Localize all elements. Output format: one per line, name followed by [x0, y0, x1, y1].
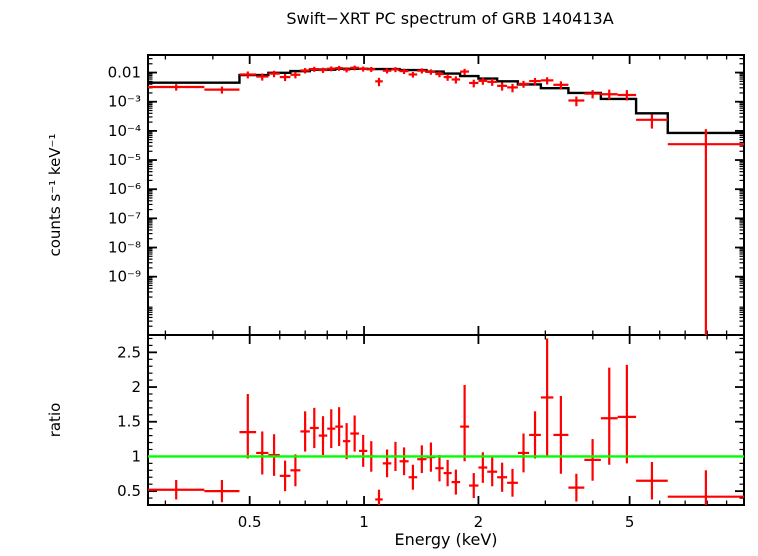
ratio-y-tick-label: 2	[131, 378, 141, 396]
ratio-y-tick-label: 2.5	[117, 343, 141, 361]
top-y-axis-label: counts s⁻¹ keV⁻¹	[46, 134, 64, 257]
x-axis-label: Energy (keV)	[394, 530, 497, 549]
ratio-y-tick-label: 0.5	[117, 482, 141, 500]
y-tick-label: 10⁻⁸	[108, 239, 141, 257]
x-tick-label: 0.5	[238, 513, 262, 531]
x-tick-label: 2	[474, 513, 484, 531]
y-tick-label: 10⁻⁷	[108, 209, 141, 227]
ratio-y-tick-label: 1.5	[117, 413, 141, 431]
ratio-panel-frame	[147, 334, 745, 506]
y-tick-label: 10⁻⁵	[108, 151, 141, 169]
x-tick-label: 1	[359, 513, 369, 531]
model-line	[148, 67, 744, 135]
y-tick-label: 10⁻⁹	[108, 268, 141, 286]
bottom-y-axis-label: ratio	[46, 403, 64, 438]
chart-title: Swift−XRT PC spectrum of GRB 140413A	[286, 9, 613, 28]
y-tick-label: 10⁻⁴	[108, 122, 141, 140]
y-tick-label: 10⁻³	[108, 93, 141, 111]
y-tick-label: 0.01	[108, 64, 141, 82]
y-tick-label: 10⁻⁶	[108, 180, 141, 198]
spectrum-panel-frame	[147, 54, 745, 336]
x-tick-label: 5	[625, 513, 635, 531]
ratio-y-tick-label: 1	[131, 447, 141, 465]
